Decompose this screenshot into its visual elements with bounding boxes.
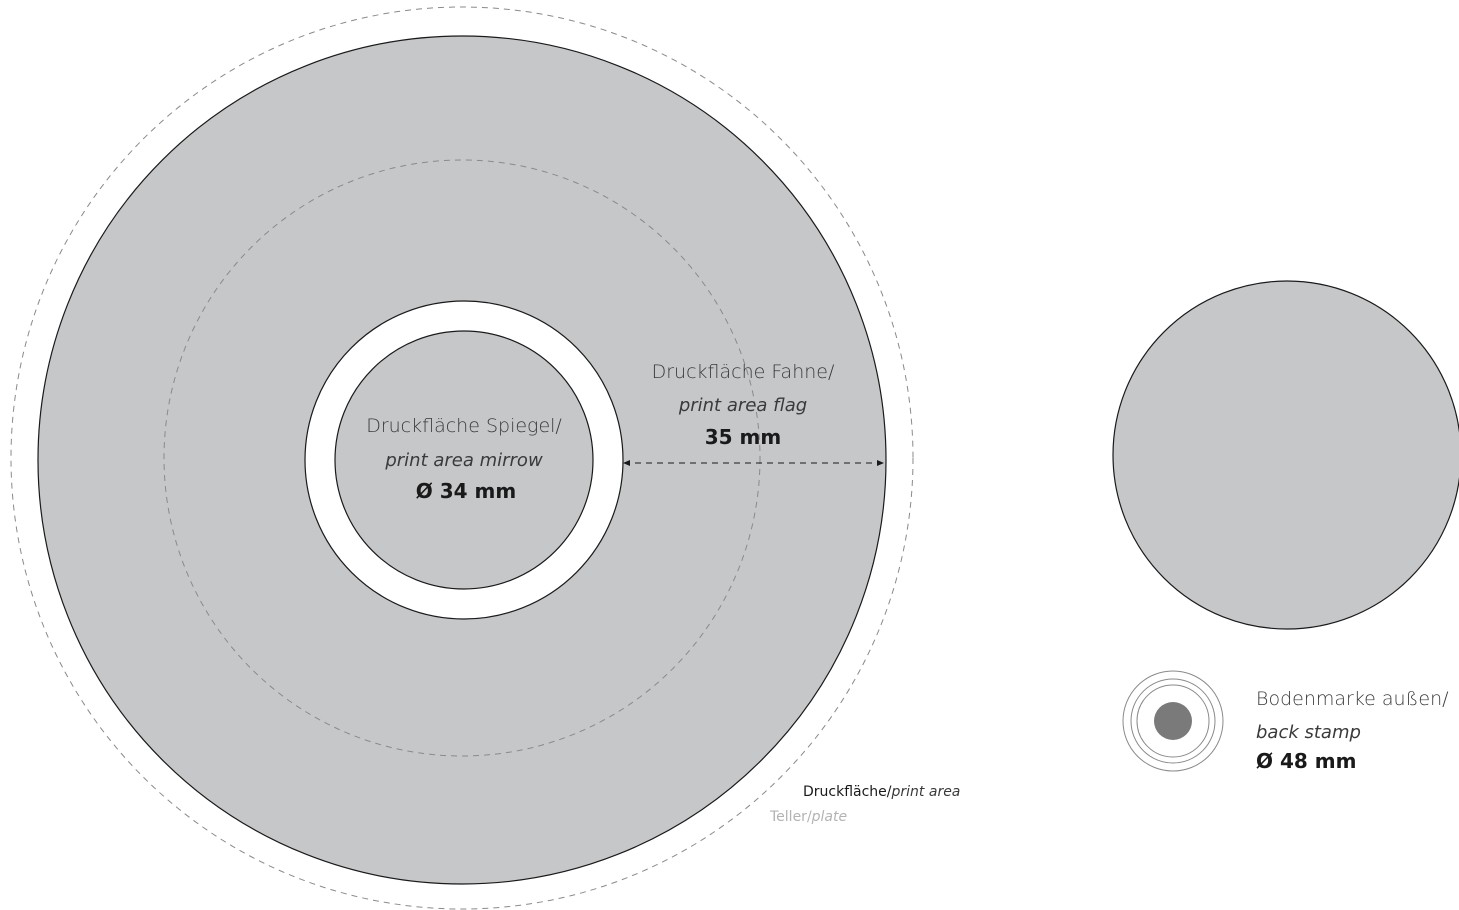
mirror-print-area <box>334 330 594 590</box>
legend-plate-de: Teller <box>769 809 807 825</box>
inner-dashed-circle <box>163 159 761 757</box>
back-stamp-size: Ø 48 mm <box>1256 749 1356 773</box>
legend-plate-sep: / <box>807 809 812 825</box>
legend-print-area-en: print area <box>891 784 961 800</box>
mirror-size: Ø 34 mm <box>416 479 516 503</box>
mirror-subtitle: print area mirrow <box>384 450 543 471</box>
legend-print-area-de: Druckfläche <box>803 784 887 800</box>
mirror-title: Druckfläche Spiegel/ <box>366 415 562 437</box>
flag-subtitle: print area flag <box>678 395 807 416</box>
back-stamp-title: Bodenmarke außen/ <box>1256 688 1449 710</box>
back-stamp-icon <box>1122 670 1224 772</box>
legend-print-area-sep: / <box>887 784 892 800</box>
legend-print-area: Druckfläche/print area <box>803 784 960 800</box>
legend-plate-en: plate <box>811 809 847 825</box>
flag-title: Druckfläche Fahne/ <box>652 361 835 383</box>
flag-size: 35 mm <box>705 425 781 449</box>
legend-plate: Teller/plate <box>769 809 847 825</box>
back-stamp-area <box>1112 280 1459 630</box>
back-stamp-subtitle: back stamp <box>1256 722 1361 743</box>
